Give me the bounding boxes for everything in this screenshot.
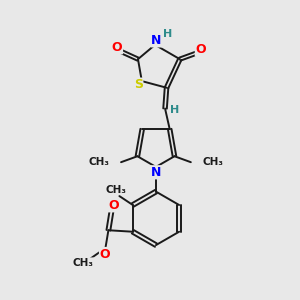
Text: O: O — [108, 199, 119, 212]
Text: O: O — [195, 43, 206, 56]
Text: O: O — [112, 41, 122, 54]
Text: N: N — [151, 166, 161, 179]
Text: CH₃: CH₃ — [89, 157, 110, 167]
Text: O: O — [100, 248, 110, 260]
Text: CH₃: CH₃ — [106, 184, 127, 194]
Text: CH₃: CH₃ — [202, 157, 223, 167]
Text: CH₃: CH₃ — [73, 258, 94, 268]
Text: H: H — [170, 105, 179, 115]
Text: S: S — [134, 78, 143, 91]
Text: N: N — [151, 34, 162, 47]
Text: H: H — [163, 28, 172, 38]
